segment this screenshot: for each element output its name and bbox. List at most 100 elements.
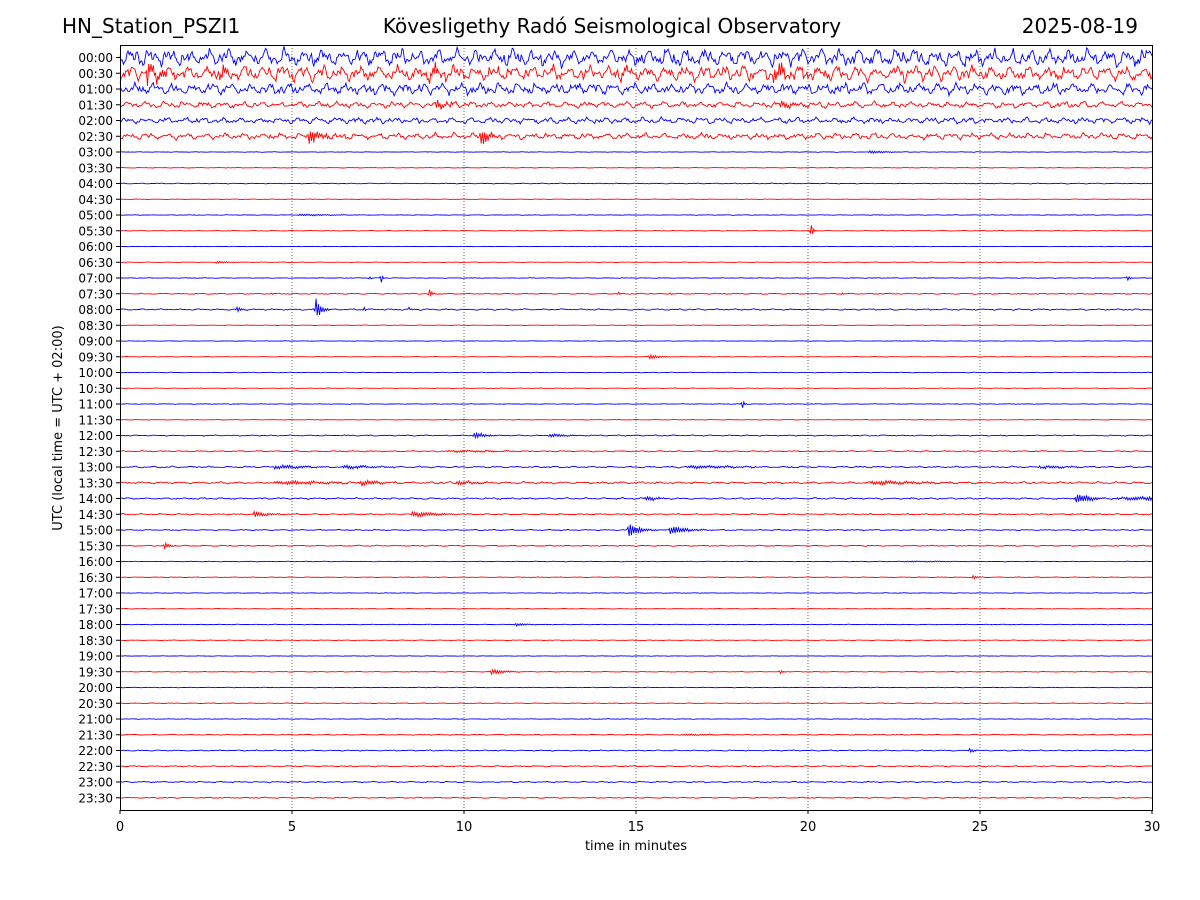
trace-2330 [119,796,1153,799]
grid-lines [291,45,981,810]
y-tick-label: 21:00 [78,713,113,727]
trace-1630 [119,574,1153,580]
y-tick-label: 14:30 [78,508,113,522]
y-tick-label: 05:30 [78,224,113,238]
x-tick-label: 0 [116,820,124,835]
x-tick-label: 30 [1144,820,1161,835]
y-tick-label: 11:00 [78,398,113,412]
station-name: HN_Station_PSZI1 [62,14,241,38]
trace-0200 [119,116,1153,126]
trace-0800 [119,298,1153,316]
seismic-traces [119,45,1153,799]
y-tick-label: 06:30 [78,256,113,270]
y-tick-label: 09:30 [78,350,113,364]
trace-1300 [119,463,1152,471]
trace-2000 [120,686,1153,689]
y-tick-label: 20:00 [78,681,113,695]
trace-1130 [120,419,1152,421]
x-tick-label: 5 [288,820,296,835]
trace-1230 [119,449,1153,454]
y-tick-label: 14:00 [78,492,113,506]
trace-2130 [119,733,1153,737]
y-tick-label: 18:30 [78,634,113,648]
trace-1430 [119,510,1153,519]
trace-1200 [119,431,1152,440]
y-tick-label: 11:30 [78,413,113,427]
y-tick-label: 21:30 [78,728,113,742]
y-tick-label: 16:00 [78,555,113,569]
y-tick-label: 23:00 [78,776,113,790]
y-tick-label: 07:30 [78,287,113,301]
y-axis-label: UTC (local time = UTC + 02:00) [51,325,66,530]
trace-0330 [119,166,1153,169]
y-tick-label: 07:00 [78,272,113,286]
y-tick-label: 17:30 [78,602,113,616]
trace-1800 [120,622,1153,628]
y-tick-label: 08:00 [78,303,113,317]
trace-2030 [120,702,1153,705]
y-tick-label: 04:30 [78,193,113,207]
trace-1500 [119,524,1153,537]
trace-1930 [119,668,1153,676]
trace-0700 [119,275,1153,283]
trace-0500 [119,213,1153,217]
trace-0600 [120,245,1153,248]
trace-0830 [119,324,1152,326]
trace-1600 [119,560,1152,563]
y-tick-label: 17:00 [78,587,113,601]
trace-1530 [119,541,1153,551]
trace-1900 [119,655,1153,657]
trace-1830 [120,639,1153,642]
trace-1330 [119,479,1153,488]
trace-1000 [119,371,1152,374]
y-tick-label: 02:30 [78,130,113,144]
record-date: 2025-08-19 [1021,14,1138,38]
trace-0130 [119,99,1153,111]
y-tick-label: 04:00 [78,177,113,191]
y-tick-label: 10:00 [78,366,113,380]
x-axis-ticks: 0 5 10 15 20 25 30 [116,810,1160,835]
plot-frame [120,45,1153,811]
y-tick-label: 03:30 [78,161,113,175]
y-tick-label: 05:00 [78,209,113,223]
trace-0630 [119,260,1152,265]
y-tick-label: 06:00 [78,240,113,254]
trace-0030 [119,61,1153,87]
trace-2100 [119,718,1153,720]
y-tick-label: 09:00 [78,335,113,349]
y-tick-label: 19:30 [78,665,113,679]
y-tick-label: 10:30 [78,382,113,396]
x-tick-label: 20 [800,820,817,835]
y-tick-label: 23:30 [78,791,113,805]
trace-0730 [119,289,1153,297]
trace-0100 [119,80,1153,98]
y-tick-label: 19:00 [78,650,113,664]
y-tick-label: 16:30 [78,571,113,585]
y-tick-label: 15:30 [78,539,113,553]
trace-1400 [119,494,1153,503]
y-tick-label: 22:30 [78,760,113,774]
y-tick-label: 08:30 [78,319,113,333]
x-tick-label: 25 [972,820,989,835]
observatory-title: Kövesligethy Radó Seismological Observat… [382,14,842,38]
y-tick-label: 00:30 [78,67,113,81]
trace-0930 [119,353,1153,360]
trace-2230 [120,765,1153,768]
y-tick-label: 02:00 [78,114,113,128]
x-tick-label: 10 [456,820,473,835]
y-tick-label: 15:00 [78,524,113,538]
y-tick-label: 03:00 [78,146,113,160]
trace-0000 [119,45,1153,69]
trace-0430 [119,198,1152,200]
trace-0530 [119,225,1153,235]
trace-1730 [119,607,1152,610]
trace-1700 [119,592,1153,594]
trace-0400 [120,182,1153,185]
x-axis-label: time in minutes [585,839,687,854]
trace-0900 [119,340,1153,342]
trace-1100 [120,400,1153,408]
y-tick-label: 20:30 [78,697,113,711]
trace-2200 [119,747,1153,754]
